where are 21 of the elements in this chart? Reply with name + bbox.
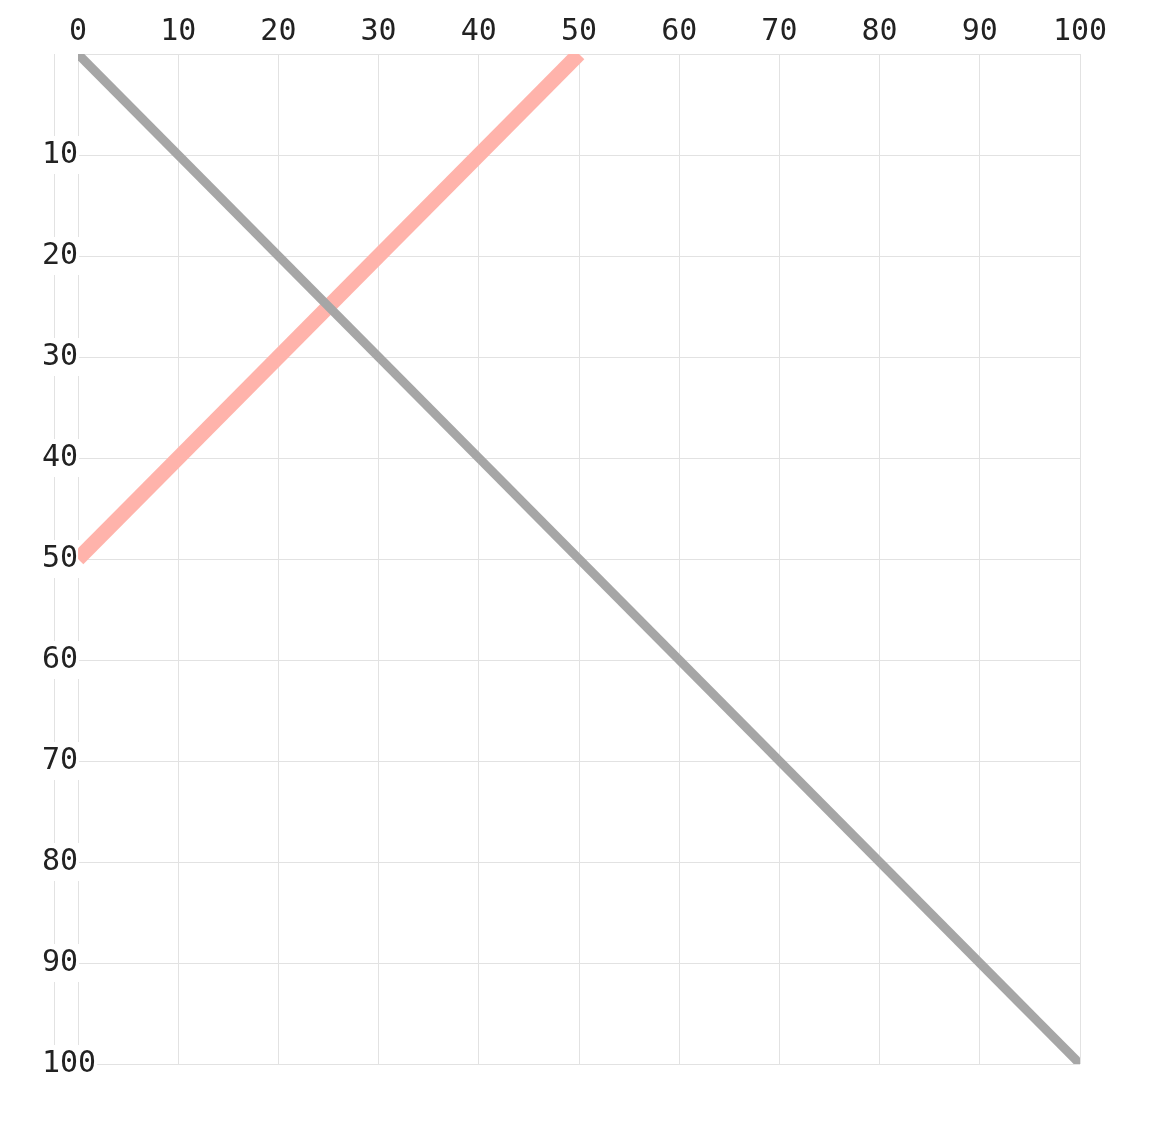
x-tick-label: 0 — [68, 11, 88, 47]
y-tick-label: 90 — [42, 942, 79, 978]
x-tick-label: 100 — [1052, 11, 1108, 47]
y-tick-label: 50 — [42, 538, 79, 574]
y-tick-label: 70 — [42, 740, 79, 776]
x-tick-label: 60 — [661, 11, 698, 47]
x-tick-label: 80 — [861, 11, 898, 47]
x-tick-label: 40 — [460, 11, 497, 47]
y-tick-label: 10 — [42, 134, 79, 170]
x-tick-label: 70 — [761, 11, 798, 47]
y-tick-label: 20 — [42, 235, 79, 271]
y-tick-label: 80 — [42, 841, 79, 877]
x-tick-label: 20 — [260, 11, 297, 47]
y-tick-label: 30 — [42, 336, 79, 372]
x-tick-label: 30 — [360, 11, 397, 47]
x-tick-label: 10 — [160, 11, 197, 47]
y-tick-label: 40 — [42, 437, 79, 473]
x-tick-label: 90 — [961, 11, 998, 47]
y-tick-label: 60 — [42, 639, 79, 675]
y-tick-label: 100 — [42, 1043, 97, 1079]
x-tick-label: 50 — [560, 11, 598, 47]
